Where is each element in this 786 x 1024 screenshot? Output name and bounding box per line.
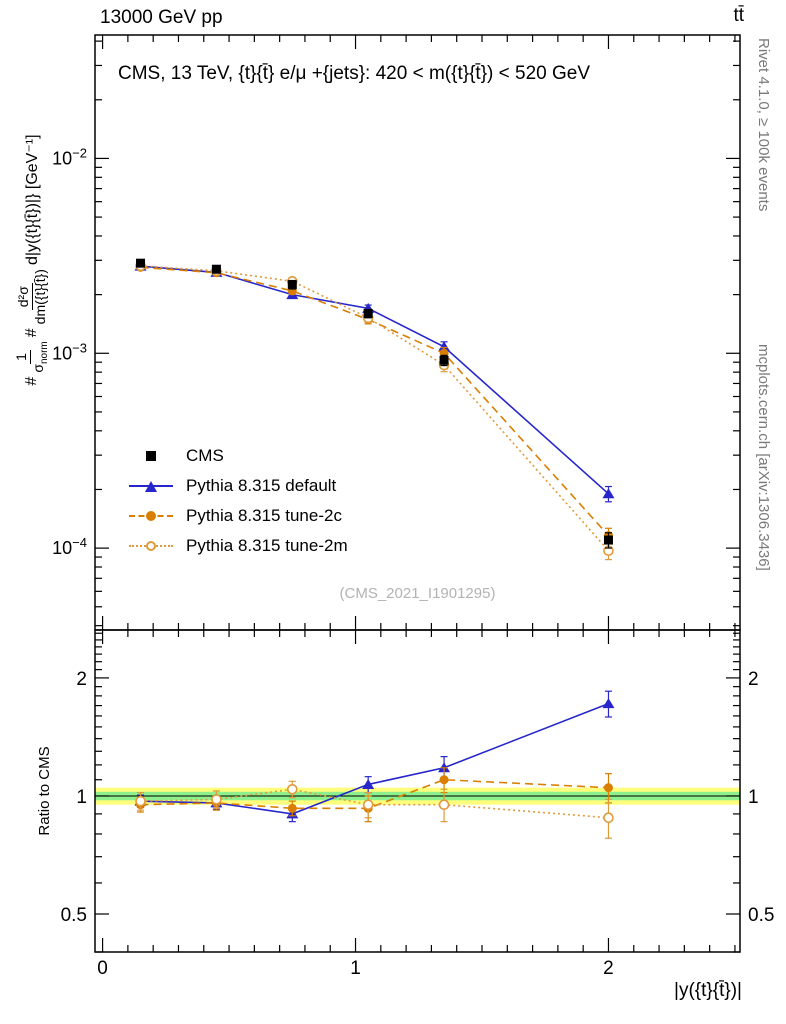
tick-label: 10−3: [52, 340, 87, 363]
data-point: [602, 698, 615, 709]
data-point: [603, 812, 614, 824]
data-point: [135, 795, 146, 807]
data-point: [438, 341, 451, 352]
data-point: [286, 783, 298, 795]
data-point: [362, 778, 375, 789]
beam-energy-label: 13000 GeV pp: [100, 7, 223, 28]
legend-item-cms: CMS: [128, 441, 348, 471]
tick-label: 1: [350, 958, 361, 979]
legend-label-pythia-tune-2c: Pythia 8.315 tune-2c: [186, 506, 342, 525]
data-point: [287, 803, 297, 813]
ratio-series-pythia-tune-2m: [135, 780, 614, 839]
data-point: [602, 488, 615, 499]
tick-label: 0.5: [748, 905, 774, 926]
main-series-cms: [136, 258, 613, 549]
legend-label-pythia-default: Pythia 8.315 default: [186, 476, 337, 495]
mcplots-attribution: mcplots.cern.ch [arXiv:1306.3436]: [755, 344, 772, 571]
legend: CMS Pythia 8.315 default Pythia 8.315 tu…: [128, 441, 348, 561]
rivet-version-note: Rivet 4.1.0, ≥ 100k events: [755, 38, 772, 212]
filled-circle-marker-icon: [146, 511, 156, 521]
data-point: [439, 775, 449, 785]
tick-label: 1: [748, 787, 759, 808]
ylabel-hash-2: #: [23, 328, 40, 338]
ylabel-fraction-dsigma: d²σ dm({t}{t̄}): [15, 269, 48, 325]
tick-label: 0.5: [61, 905, 87, 926]
data-point: [603, 535, 613, 545]
tick-label: 2: [748, 669, 759, 690]
process-label: tt̄: [733, 5, 744, 26]
y-axis-label: # 1 σnorm # d²σ dm({t}{t̄}) d|y({t}{t̄})…: [10, 80, 54, 440]
tick-label: 10−4: [52, 535, 87, 558]
data-point: [211, 794, 222, 805]
ylabel-frac2-numerator: d²σ: [15, 283, 33, 311]
data-point: [363, 309, 373, 319]
ylabel-frac1-numerator: 1: [13, 350, 31, 364]
ratio-axis-label: Ratio to CMS: [36, 746, 53, 836]
legend-label-cms: CMS: [186, 446, 224, 465]
tick-label: 2: [603, 958, 614, 979]
pythia-tune-2m-marker: [128, 539, 174, 553]
triangle-marker-icon: [145, 480, 157, 492]
tick-label: 10−2: [52, 145, 87, 168]
ylabel-fraction-sigma: 1 σnorm: [13, 341, 50, 373]
axes-ticks: [95, 35, 740, 953]
analysis-id-watermark: (CMS_2021_I1901295): [339, 585, 496, 602]
tick-label: 2: [76, 669, 87, 690]
data-point: [136, 258, 146, 268]
data-point: [603, 783, 613, 793]
axis-tick-labels: 10−2 10−3 10−4 0.5 0.5 1 1 2 2 0 1 2: [52, 145, 774, 979]
open-circle-marker-icon: [146, 541, 156, 551]
ylabel-hash-1: #: [23, 376, 40, 386]
legend-item-pythia-tune-2c: Pythia 8.315 tune-2c: [128, 501, 348, 531]
x-axis-label: |y({t}{t̄})|: [674, 980, 742, 1001]
legend-item-pythia-tune-2m: Pythia 8.315 tune-2m: [128, 531, 348, 561]
data-point: [362, 799, 374, 810]
tick-label: 1: [76, 787, 87, 808]
legend-item-pythia-default: Pythia 8.315 default: [128, 471, 348, 501]
data-point: [287, 280, 297, 290]
ylabel-frac2-denominator: dm({t}{t̄}): [31, 269, 48, 325]
ylabel-sigma-sub: norm: [38, 341, 50, 365]
ylabel-frac1-denominator: σnorm: [29, 341, 50, 373]
ylabel-suffix: d|y({t}{t̄})|} [GeV⁻¹]: [24, 134, 41, 266]
data-point: [438, 799, 450, 810]
square-marker-icon: [146, 451, 156, 461]
plot-title: CMS, 13 TeV, {t}{t̄} e/μ +{jets}: 420 < …: [118, 63, 591, 84]
data-point: [211, 264, 221, 274]
ratio-uncertainty-band: [95, 787, 740, 805]
data-point: [439, 355, 449, 365]
pythia-tune-2c-marker: [128, 509, 174, 523]
ylabel-sigma: σ: [29, 364, 46, 373]
tick-label: 0: [97, 958, 108, 979]
pythia-default-marker: [128, 479, 174, 493]
legend-label-pythia-tune-2m: Pythia 8.315 tune-2m: [186, 536, 348, 555]
cms-marker: [128, 449, 174, 463]
ratio-panel-frame: [94, 629, 741, 953]
